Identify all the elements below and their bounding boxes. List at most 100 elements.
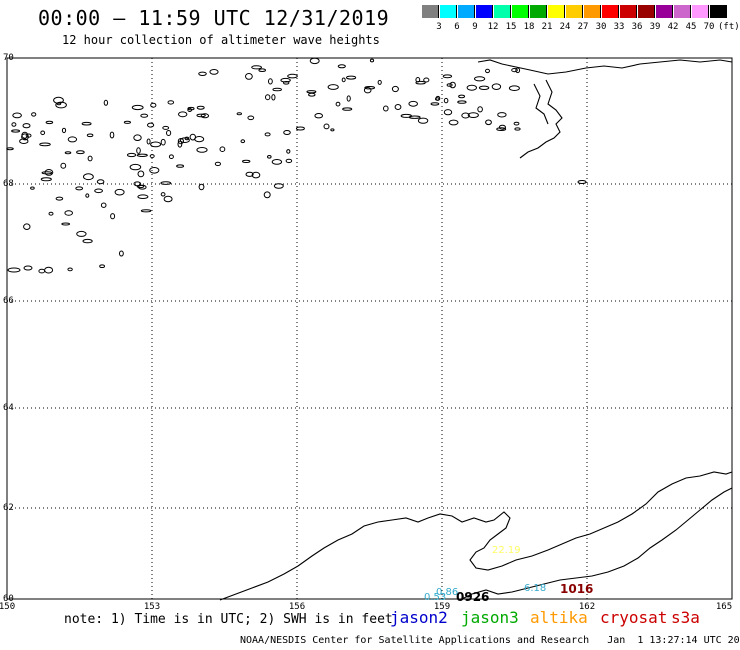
ice-contour — [19, 138, 29, 144]
ice-contour — [11, 122, 17, 127]
note-text: note: 1) Time is in UTC; 2) SWH is in fe… — [64, 612, 393, 627]
coastline-kotzebue — [519, 79, 563, 159]
ice-contour — [400, 113, 412, 118]
ice-contour — [126, 152, 137, 158]
scale-swatch — [422, 5, 439, 18]
ice-contour — [94, 188, 103, 194]
ice-contour — [83, 173, 94, 181]
satellite-cryosat: cryosat — [600, 608, 668, 627]
ice-contour — [7, 267, 21, 273]
ice-contour — [280, 77, 291, 83]
credit-footer: NOAA/NESDIS Center for Satellite Applica… — [240, 635, 740, 646]
ice-contour — [123, 120, 132, 124]
satellite-s3a: s3a — [671, 608, 700, 627]
ice-contour — [265, 94, 271, 101]
ice-contour — [285, 158, 293, 164]
ice-contour — [497, 112, 507, 118]
ice-contour — [430, 102, 440, 106]
ice-contour — [391, 85, 399, 93]
scale-swatch — [494, 5, 511, 18]
ice-contour — [272, 87, 283, 92]
ice-contour — [31, 112, 37, 117]
longitude-label: 159 — [433, 602, 451, 612]
scale-swatch — [602, 5, 619, 18]
ice-contour — [498, 124, 506, 130]
swh-observation: 6.18 — [524, 583, 547, 594]
ice-contour — [485, 68, 490, 74]
ice-contour — [264, 132, 271, 137]
satellite-jason2: jason2 — [390, 608, 448, 627]
ice-contour — [196, 113, 206, 118]
swh-observation: 22.19 — [492, 545, 521, 556]
ice-contour — [136, 147, 141, 154]
ice-contour — [267, 155, 272, 159]
ice-contour — [12, 112, 22, 119]
ice-contour — [247, 115, 255, 121]
ice-contour — [6, 147, 14, 151]
ice-contour — [271, 94, 276, 101]
ice-contour — [491, 83, 502, 90]
ice-contour — [337, 64, 346, 69]
ice-contour — [466, 84, 477, 91]
ice-contour — [110, 213, 116, 220]
ice-contour — [177, 140, 183, 148]
scale-label: 15 — [505, 22, 517, 32]
ice-contour — [514, 127, 521, 131]
ice-contour — [64, 210, 73, 216]
ice-contour — [82, 238, 93, 244]
ice-contour — [160, 181, 172, 185]
ice-contour — [335, 101, 341, 107]
map-title: 00:00 – 11:59 UTC 12/31/2019 — [38, 6, 390, 30]
ice-contour — [167, 100, 175, 105]
ice-contour — [189, 133, 197, 141]
ice-contour — [271, 159, 283, 165]
ice-contour — [346, 75, 357, 80]
scale-swatch — [620, 5, 637, 18]
scale-label: (ft) — [718, 22, 740, 32]
ice-contour — [287, 73, 298, 79]
ice-contour — [114, 188, 125, 196]
ice-contour — [133, 134, 142, 141]
scale-swatch — [656, 5, 673, 18]
coastline — [219, 59, 733, 601]
satellite-jason3: jason3 — [461, 608, 519, 627]
ice-contour — [245, 171, 254, 177]
ice-contour — [60, 162, 67, 169]
ice-contour — [146, 138, 151, 145]
ice-contour — [308, 92, 316, 97]
ice-contour — [295, 126, 305, 131]
ice-contour — [131, 104, 144, 111]
ice-contour — [136, 184, 145, 189]
ice-contour — [283, 130, 291, 135]
ice-contour — [81, 121, 92, 126]
latitude-label: 68 — [3, 179, 14, 189]
ice-contour — [11, 129, 21, 133]
ice-contour — [67, 267, 73, 272]
ice-contour — [449, 81, 456, 89]
scale-swatch — [638, 5, 655, 18]
ice-contour — [200, 113, 210, 119]
coastline-alaska-peninsula — [459, 487, 733, 601]
ice-contour — [30, 186, 35, 190]
ice-contour — [150, 141, 162, 148]
ice-contour — [330, 128, 335, 132]
ice-contour — [40, 177, 52, 182]
ice-contour — [496, 127, 507, 132]
scale-swatch — [548, 5, 565, 18]
ice-contour — [176, 164, 185, 168]
ice-contour — [23, 265, 33, 271]
ice-contour — [477, 106, 483, 113]
ice-contour — [214, 161, 221, 167]
ice-contour — [443, 97, 449, 104]
scale-swatch — [530, 5, 547, 18]
ice-contour — [242, 159, 251, 163]
ice-contour — [38, 268, 46, 274]
ice-contour — [56, 102, 62, 106]
ice-contour — [364, 86, 376, 90]
ice-contour — [577, 180, 587, 184]
ice-contour — [21, 133, 29, 141]
ice-contour — [435, 97, 440, 101]
scale-label: 24 — [559, 22, 571, 32]
ice-contour — [76, 230, 87, 237]
ice-contour — [467, 112, 479, 118]
